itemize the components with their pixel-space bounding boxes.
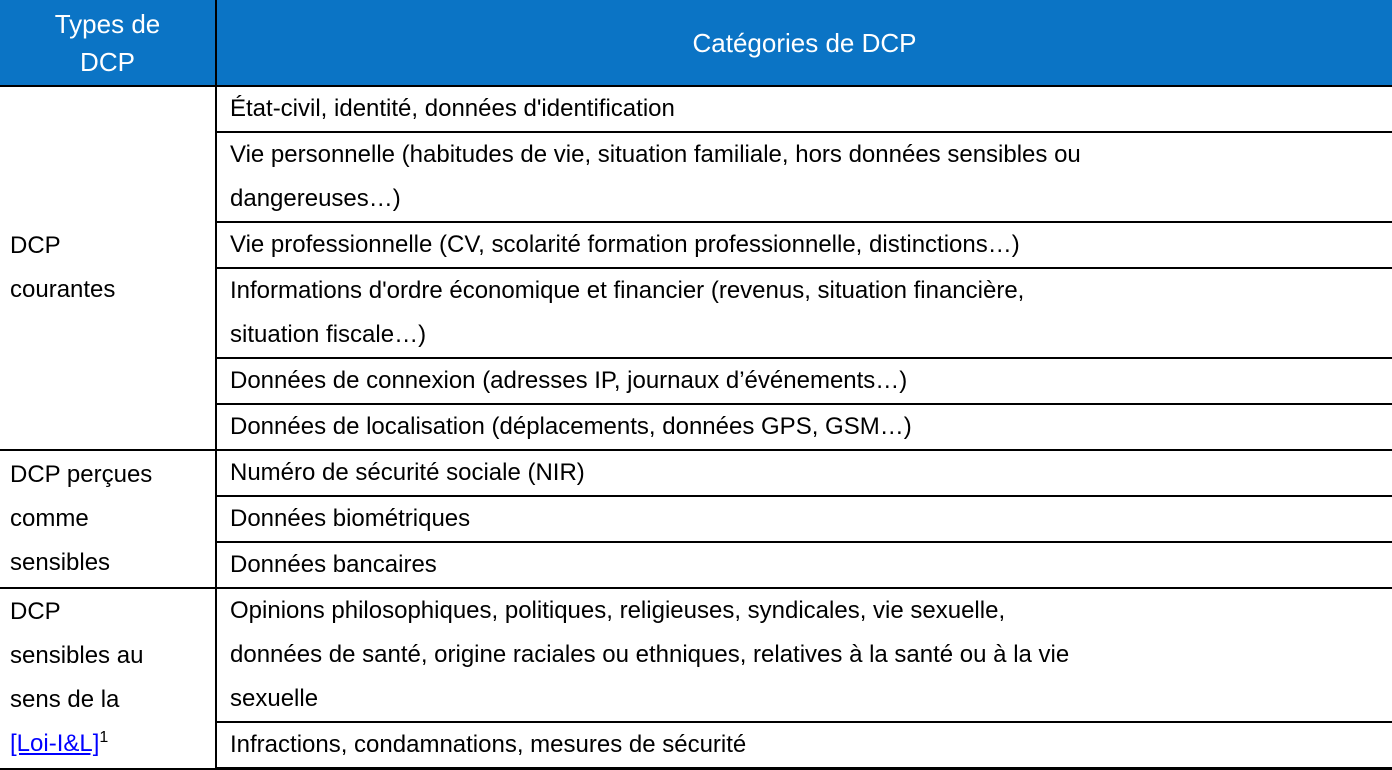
category-cell: Vie professionnelle (CV, scolarité forma… bbox=[215, 221, 1392, 269]
table-row: Données bancaires bbox=[0, 541, 1392, 589]
type-cell-dcp-sensibles-loi: DCP sensibles au sens de la [Loi-I&L]1 bbox=[0, 587, 217, 770]
category-cell: Vie personnelle (habitudes de vie, situa… bbox=[215, 131, 1392, 223]
header-cell-types: Types de DCP bbox=[0, 0, 216, 87]
footnote-reference-1: 1 bbox=[99, 729, 109, 747]
category-text: Données de connexion (adresses IP, journ… bbox=[230, 367, 908, 394]
table-row: Données de connexion (adresses IP, journ… bbox=[0, 357, 1392, 405]
table-row: Données biométriques bbox=[0, 495, 1392, 543]
category-cell: Informations d'ordre économique et finan… bbox=[215, 267, 1392, 359]
category-text: Opinions philosophiques, politiques, rel… bbox=[230, 597, 1070, 712]
category-text: Vie professionnelle (CV, scolarité forma… bbox=[230, 231, 1020, 258]
category-text: Données bancaires bbox=[230, 551, 437, 578]
category-text: Informations d'ordre économique et finan… bbox=[230, 277, 1025, 348]
category-cell: Données biométriques bbox=[215, 495, 1392, 543]
category-cell: Infractions, condamnations, mesures de s… bbox=[215, 721, 1392, 770]
type-label: DCP sensibles au sens de la bbox=[10, 598, 144, 714]
table-row: DCP sensibles au sens de la [Loi-I&L]1 O… bbox=[0, 587, 1392, 770]
table-row: Informations d'ordre économique et finan… bbox=[0, 267, 1392, 359]
category-text: État-civil, identité, données d'identifi… bbox=[230, 95, 675, 122]
table-row: DCP perçues comme sensibles Numéro de sé… bbox=[0, 449, 1392, 589]
category-text: Numéro de sécurité sociale (NIR) bbox=[230, 459, 585, 486]
table-row: Vie professionnelle (CV, scolarité forma… bbox=[0, 221, 1392, 269]
category-cell: Données de connexion (adresses IP, journ… bbox=[215, 357, 1392, 405]
header-types-label: Types de DCP bbox=[54, 8, 161, 77]
category-cell: Données bancaires bbox=[215, 541, 1392, 589]
header-row: Types de DCP Catégories de DCP bbox=[0, 0, 1392, 87]
type-label: DCP courantes bbox=[10, 232, 116, 303]
type-cell-dcp-courantes: DCP courantes bbox=[0, 85, 217, 451]
header-cell-categories: Catégories de DCP bbox=[215, 0, 1392, 87]
table-row: DCP courantes État-civil, identité, donn… bbox=[0, 85, 1392, 451]
category-cell: État-civil, identité, données d'identifi… bbox=[215, 85, 1392, 133]
category-cell: Opinions philosophiques, politiques, rel… bbox=[215, 587, 1392, 723]
table-row: Données de localisation (déplacements, d… bbox=[0, 403, 1392, 451]
category-cell: Données de localisation (déplacements, d… bbox=[215, 403, 1392, 451]
table-row: Vie personnelle (habitudes de vie, situa… bbox=[0, 131, 1392, 223]
category-text: Vie personnelle (habitudes de vie, situa… bbox=[230, 141, 1081, 212]
loi-link-line: [Loi-I&L]1 bbox=[10, 722, 207, 766]
type-label: DCP perçues comme sensibles bbox=[10, 461, 153, 576]
loi-il-link[interactable]: [Loi-I&L] bbox=[10, 730, 100, 758]
category-text: Données de localisation (déplacements, d… bbox=[230, 413, 912, 440]
header-categories-label: Catégories de DCP bbox=[692, 27, 917, 58]
category-text: Données biométriques bbox=[230, 505, 471, 532]
category-text: Infractions, condamnations, mesures de s… bbox=[230, 731, 747, 758]
category-cell: Numéro de sécurité sociale (NIR) bbox=[215, 449, 1392, 497]
type-cell-dcp-percues-sensibles: DCP perçues comme sensibles bbox=[0, 449, 217, 589]
